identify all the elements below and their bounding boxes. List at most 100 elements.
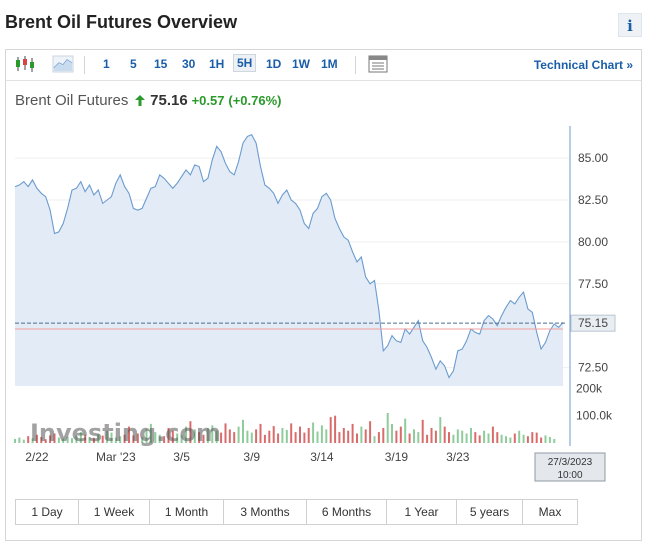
- price-change-percent: (+0.76%): [228, 93, 282, 108]
- range-3-months[interactable]: 3 Months: [224, 500, 307, 524]
- volume-bar: [171, 430, 174, 443]
- period-30[interactable]: 30: [182, 57, 196, 71]
- price-chart[interactable]: Investing.com 85.00 82.50 80.00 77.50 75.15 72…: [6, 50, 641, 490]
- volume-bar: [531, 432, 534, 443]
- volume-bar: [294, 432, 297, 443]
- volume-bar: [443, 426, 446, 443]
- volume-bar: [149, 423, 152, 443]
- volume-bar: [474, 432, 477, 443]
- x-axis-label: Mar '23: [96, 450, 136, 464]
- volume-bar: [364, 429, 367, 443]
- volume-bar: [14, 438, 16, 443]
- volume-bar: [351, 423, 354, 443]
- date-tag-date: 27/3/2023: [548, 457, 593, 468]
- period-1w[interactable]: 1W: [292, 57, 310, 71]
- volume-bar: [202, 434, 205, 443]
- table-view-icon[interactable]: [367, 54, 389, 74]
- volume-bar: [215, 430, 218, 443]
- volume-bar: [185, 426, 187, 443]
- last-price: 75.16: [150, 92, 188, 109]
- volume-bar: [439, 417, 442, 443]
- volume-bar: [211, 425, 214, 443]
- volume-bar: [123, 434, 126, 443]
- volume-bar: [193, 429, 196, 443]
- x-axis-label: 3/23: [446, 450, 470, 464]
- x-axis-label: 3/9: [243, 450, 260, 464]
- volume-bar: [382, 428, 385, 443]
- period-1m[interactable]: 1M: [321, 57, 338, 71]
- volume-bar: [268, 430, 271, 443]
- period-5[interactable]: 5: [130, 57, 137, 71]
- volume-bar: [505, 436, 507, 443]
- volume-bar: [448, 432, 450, 443]
- volume-bar: [329, 417, 332, 443]
- x-axis-label: 2/22: [25, 450, 49, 464]
- area-chart-icon[interactable]: [52, 54, 74, 74]
- volume-bar: [84, 434, 87, 443]
- volume-bar: [325, 429, 328, 443]
- volume-bar: [290, 423, 293, 443]
- volume-bar: [522, 434, 525, 443]
- volume-bar: [246, 430, 249, 443]
- range-max[interactable]: Max: [523, 500, 577, 524]
- volume-bar: [461, 430, 464, 443]
- volume-bar: [395, 430, 398, 443]
- volume-bar: [106, 430, 109, 443]
- volume-bar: [176, 433, 179, 443]
- x-axis-label: 3/14: [310, 450, 334, 464]
- volume-bar: [421, 419, 424, 443]
- volume-bar: [509, 437, 512, 443]
- volume-bar: [189, 421, 192, 443]
- volume-bar: [417, 432, 420, 443]
- volume-bar: [228, 429, 231, 443]
- volume-bar: [399, 426, 402, 443]
- period-15[interactable]: 15: [154, 57, 168, 71]
- period-1[interactable]: 1: [103, 57, 110, 71]
- volume-bar: [145, 429, 148, 443]
- range-1-year[interactable]: 1 Year: [387, 500, 457, 524]
- volume-bar: [35, 434, 38, 443]
- volume-bar: [285, 429, 288, 443]
- volume-bar: [408, 433, 411, 443]
- volume-bar: [167, 428, 170, 443]
- volume-bar: [224, 423, 227, 443]
- volume-bar: [553, 438, 556, 443]
- volume-bar: [369, 421, 372, 443]
- time-range-bar: 1 Day 1 Week 1 Month 3 Months 6 Months 1…: [15, 499, 578, 525]
- volume-bar: [27, 436, 30, 443]
- volume-bar: [272, 426, 275, 443]
- volume-bar: [206, 428, 209, 443]
- range-1-day[interactable]: 1 Day: [16, 500, 79, 524]
- volume-bar: [198, 432, 201, 443]
- range-5-years[interactable]: 5 years: [457, 500, 523, 524]
- volume-bar: [342, 428, 345, 443]
- info-icon[interactable]: i: [618, 13, 642, 37]
- range-1-week[interactable]: 1 Week: [79, 500, 150, 524]
- volume-bar: [53, 433, 56, 443]
- volume-axis-label: 100.0k: [576, 409, 613, 423]
- up-arrow-icon: [135, 95, 146, 106]
- volume-bar: [513, 433, 516, 443]
- volume-bar: [250, 432, 253, 443]
- current-price-tag: [570, 314, 616, 332]
- period-1h[interactable]: 1H: [209, 57, 225, 71]
- period-5h[interactable]: 5H: [233, 54, 257, 72]
- candlestick-icon[interactable]: [14, 54, 36, 74]
- range-6-months[interactable]: 6 Months: [307, 500, 387, 524]
- volume-bar: [452, 434, 455, 443]
- volume-bar: [356, 433, 358, 443]
- quote-header: Brent Oil Futures 75.16 +0.57 (+0.76%): [15, 92, 282, 109]
- range-1-month[interactable]: 1 Month: [150, 500, 224, 524]
- y-axis-label: 72.50: [578, 361, 608, 375]
- volume-bar: [92, 437, 95, 443]
- volume-bar: [434, 430, 437, 443]
- date-tag-time: 10:00: [557, 470, 582, 481]
- volume-bar: [320, 425, 323, 443]
- chart-panel: 1 5 15 30 1H 5H 1D 1W 1M Technical Chart…: [5, 49, 642, 541]
- volume-bar: [496, 432, 499, 443]
- price-change: +0.57: [191, 93, 225, 108]
- volume-bar: [18, 437, 21, 443]
- technical-chart-link[interactable]: Technical Chart »: [533, 58, 633, 72]
- period-1d[interactable]: 1D: [266, 57, 282, 71]
- volume-bar: [277, 433, 280, 443]
